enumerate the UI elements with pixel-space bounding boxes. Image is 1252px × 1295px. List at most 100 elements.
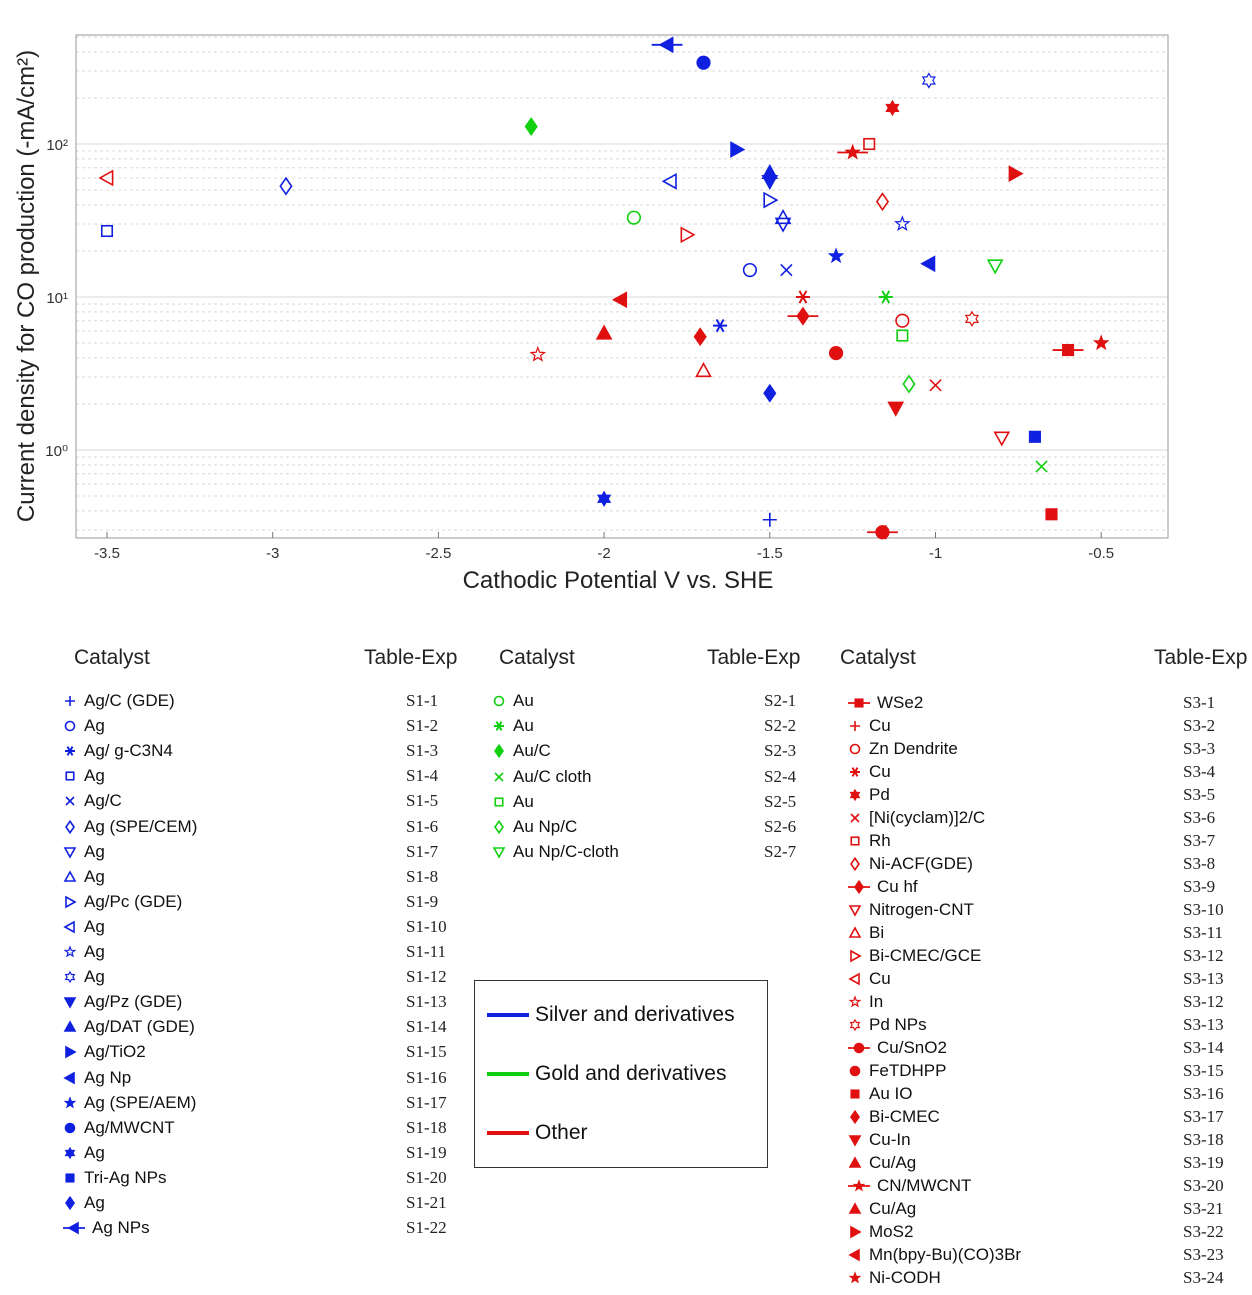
group-legend: Silver and derivatives Gold and derivati… <box>474 980 768 1168</box>
table-exp-id: S1-12 <box>406 967 447 987</box>
table-exp-id: S1-1 <box>406 691 439 710</box>
data-point-S3-6 <box>929 379 942 392</box>
marker-icon <box>58 1217 92 1239</box>
column-header-table-exp: Table-Exp <box>364 646 458 669</box>
legend-label: Silver and derivatives <box>535 1003 735 1026</box>
data-point-S1-6 <box>279 176 293 196</box>
catalyst-name: Cu/Ag <box>869 1199 917 1218</box>
catalyst-name: Bi-CMEC/GCE <box>869 946 982 965</box>
catalyst-name: Tri-Ag NPs <box>84 1167 167 1187</box>
data-point-S3-16 <box>1045 508 1058 521</box>
table-exp-id: S3-10 <box>1183 900 1224 919</box>
legend-row: Ag/DAT (GDE) <box>58 1016 195 1038</box>
marker-icon <box>58 1192 84 1214</box>
catalyst-name: MoS2 <box>869 1222 914 1241</box>
catalyst-name: Ag <box>84 866 105 886</box>
table-exp-id: S2-5 <box>764 791 797 811</box>
legend-row: Nitrogen-CNT <box>843 899 974 921</box>
marker-icon <box>843 830 869 852</box>
data-point-S3-12 <box>680 226 696 244</box>
legend-row: Cu-In <box>843 1129 911 1151</box>
catalyst-name: Ag/DAT (GDE) <box>84 1017 195 1037</box>
catalyst-name: Ag <box>84 916 105 936</box>
legend-row: Bi-CMEC/GCE <box>843 945 981 967</box>
legend-line-gold <box>487 1072 529 1076</box>
table-exp-id: S2-1 <box>764 691 797 710</box>
x-tick-label: -2.5 <box>425 545 451 562</box>
legend-item-gold: Gold and derivatives <box>487 1062 726 1086</box>
y-axis-label: Current density for CO production (-mA/c… <box>13 50 40 522</box>
legend-item-silver: Silver and derivatives <box>487 1003 735 1027</box>
data-point-S3-13b <box>964 310 980 328</box>
grid-lines <box>76 36 1168 531</box>
marker-icon <box>487 766 513 788</box>
catalyst-name: Ag <box>84 1142 105 1162</box>
table-exp-id: S3-4 <box>1183 762 1216 781</box>
catalyst-name: Bi-CMEC <box>869 1107 940 1126</box>
data-point-S1-14 <box>761 163 779 180</box>
marker-icon <box>843 968 869 990</box>
table-exp-id: S1-9 <box>406 891 439 911</box>
catalyst-name: Cu <box>869 716 891 735</box>
marker-icon <box>58 866 84 888</box>
catalyst-name: Cu hf <box>877 877 918 896</box>
table-exp-id: S3-6 <box>1183 808 1216 827</box>
legend-row: Tri-Ag NPs <box>58 1167 167 1189</box>
marker-icon <box>487 816 513 838</box>
table-exp-id: S3-13 <box>1183 969 1224 988</box>
table-exp-id: S1-16 <box>406 1067 447 1087</box>
table-exp-id: S3-12 <box>1183 946 1224 965</box>
table-exp-id: S3-1 <box>1183 693 1216 712</box>
marker-icon <box>58 891 84 913</box>
legend-row: Au <box>487 715 534 737</box>
marker-icon <box>487 690 513 712</box>
legend-item-other: Other <box>487 1121 588 1145</box>
catalyst-name: Cu-In <box>869 1130 911 1149</box>
table-exp-id: S3-24 <box>1183 1268 1224 1287</box>
marker-icon <box>843 1175 877 1197</box>
marker-icon <box>843 1244 869 1266</box>
table-exp-id: S3-23 <box>1183 1245 1224 1264</box>
catalyst-name: Ag/MWCNT <box>84 1117 175 1137</box>
data-point-S1-11 <box>894 215 911 232</box>
catalyst-name: Ag <box>84 967 105 987</box>
y-tick-label: 10¹ <box>46 290 68 307</box>
data-point-S3-7 <box>863 137 876 151</box>
table-exp-id: S1-11 <box>406 942 446 961</box>
data-point-S1-20 <box>1028 430 1041 443</box>
table-exp-id: S3-2 <box>1183 716 1216 735</box>
table-exp-id: S3-17 <box>1183 1107 1224 1126</box>
marker-icon <box>58 816 84 838</box>
catalyst-name: Ag <box>84 766 105 786</box>
data-point-S3-23 <box>612 291 628 309</box>
legend-row: Ag <box>58 866 105 888</box>
data-point-S1-21 <box>763 383 777 403</box>
data-point-S3-1 <box>1052 344 1084 357</box>
legend-label: Gold and derivatives <box>535 1062 727 1085</box>
table-exp-id: S3-18 <box>1183 1130 1224 1149</box>
legend-row: Au IO <box>843 1083 912 1105</box>
legend-row: Ag (SPE/AEM) <box>58 1092 196 1114</box>
table-exp-id: S1-21 <box>406 1193 447 1212</box>
column-header-table-exp: Table-Exp <box>707 646 801 669</box>
data-point-S3-4 <box>795 290 810 304</box>
catalyst-name: Nitrogen-CNT <box>869 900 974 919</box>
catalyst-name: Ag <box>84 942 105 961</box>
catalyst-name: Cu <box>869 762 891 781</box>
table-exp-id: S1-20 <box>406 1167 447 1187</box>
marker-icon <box>843 1014 869 1036</box>
table-exp-id: S1-17 <box>406 1092 447 1112</box>
marker-icon <box>487 740 513 762</box>
catalyst-name: Cu/SnO2 <box>877 1038 947 1057</box>
catalyst-name: Au <box>513 691 534 710</box>
data-point-S1-17 <box>827 247 845 264</box>
marker-icon <box>58 790 84 812</box>
data-points <box>98 36 1110 540</box>
legend-row: Au Np/C <box>487 816 577 838</box>
legend-row: Cu <box>843 968 891 990</box>
legend-row: Ag/C <box>58 790 122 812</box>
marker-icon <box>487 841 513 863</box>
data-point-S3-22 <box>1008 165 1024 183</box>
catalyst-name: Au IO <box>869 1084 913 1103</box>
data-point-S3-18 <box>887 401 905 417</box>
